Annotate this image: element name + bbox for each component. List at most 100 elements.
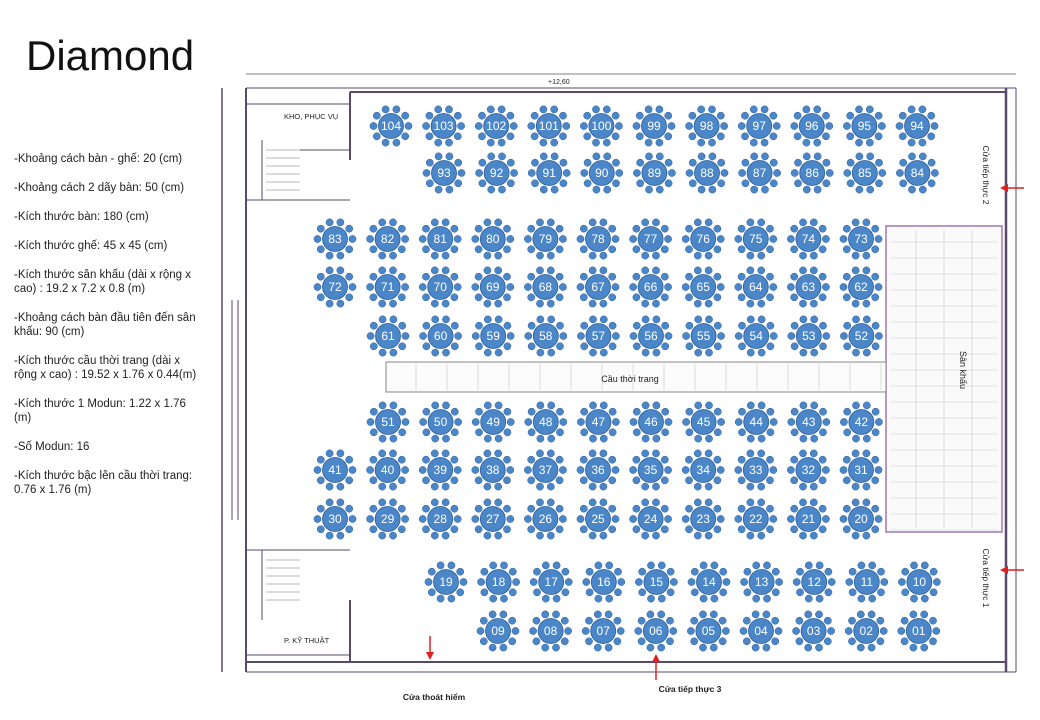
- service-door-2-label: Cửa tiếp thực 2: [981, 145, 991, 204]
- chair: [593, 610, 602, 619]
- chair: [389, 315, 398, 324]
- chair: [508, 567, 517, 576]
- chair: [862, 299, 871, 308]
- chair: [488, 610, 497, 619]
- chair: [378, 531, 387, 540]
- chair: [704, 531, 713, 540]
- chair: [632, 293, 641, 302]
- chair: [787, 418, 796, 426]
- chair: [599, 498, 608, 507]
- table-top: [851, 160, 878, 186]
- chair: [604, 610, 613, 619]
- chair: [559, 235, 567, 243]
- chair: [369, 342, 378, 351]
- table-top: [479, 274, 506, 300]
- chair: [809, 482, 818, 491]
- table-number: 49: [487, 415, 501, 429]
- chair: [819, 428, 827, 437]
- chair: [657, 594, 666, 603]
- chair: [799, 218, 807, 227]
- chair: [546, 299, 555, 308]
- chair: [822, 132, 830, 141]
- chair: [560, 637, 569, 646]
- chair: [792, 578, 801, 586]
- chair: [497, 138, 506, 147]
- chair: [769, 332, 778, 340]
- chair: [652, 266, 660, 275]
- chair: [690, 616, 699, 625]
- table-57: 57: [577, 315, 620, 357]
- chair: [613, 616, 622, 625]
- chair: [594, 561, 603, 570]
- chair: [389, 266, 397, 275]
- chair: [459, 578, 468, 586]
- chair: [580, 169, 589, 177]
- chair: [599, 531, 608, 540]
- chair: [632, 525, 641, 534]
- chair: [555, 245, 564, 254]
- table-number: 94: [910, 119, 924, 133]
- chair: [929, 616, 937, 625]
- table-number: 04: [754, 624, 768, 638]
- chair: [629, 332, 638, 340]
- chair: [652, 449, 660, 458]
- chair: [746, 218, 755, 227]
- table-number: 82: [381, 232, 395, 246]
- table-top: [746, 113, 773, 139]
- table-45: 45: [682, 401, 725, 443]
- table-05: 05: [687, 610, 730, 652]
- table-number: 38: [486, 463, 500, 477]
- table-92: 92: [475, 152, 518, 194]
- chair: [666, 637, 674, 646]
- chair: [822, 332, 831, 340]
- chair: [527, 169, 536, 177]
- chair: [862, 401, 871, 410]
- chair: [909, 610, 918, 619]
- table-39: 39: [418, 449, 462, 491]
- chair: [422, 224, 430, 233]
- table-14: 14: [687, 561, 731, 603]
- chair: [489, 594, 498, 603]
- chair: [608, 293, 617, 302]
- chair: [790, 504, 799, 513]
- table-number: 102: [486, 119, 506, 133]
- chair: [580, 428, 589, 437]
- chair: [910, 561, 918, 570]
- table-top: [427, 409, 454, 435]
- chair: [875, 158, 883, 167]
- chair: [687, 627, 695, 635]
- chair: [652, 315, 661, 324]
- table-number: 36: [591, 463, 605, 477]
- chair: [442, 348, 450, 357]
- chair: [582, 578, 591, 586]
- chair: [685, 476, 693, 485]
- chair: [738, 428, 746, 437]
- chair: [790, 476, 799, 485]
- chair: [895, 122, 904, 130]
- chair: [846, 179, 855, 188]
- chair: [425, 179, 434, 188]
- chair: [871, 245, 880, 254]
- table-59: 59: [471, 315, 515, 357]
- chair: [862, 482, 871, 491]
- table-top: [642, 618, 669, 644]
- chair: [450, 321, 459, 330]
- chair: [599, 482, 608, 491]
- chair: [486, 105, 495, 114]
- chair: [775, 578, 783, 586]
- chair: [705, 401, 713, 410]
- table-top: [535, 113, 562, 139]
- table-number: 79: [539, 232, 553, 246]
- chair: [588, 482, 597, 491]
- chair: [603, 152, 612, 161]
- chair: [345, 272, 354, 281]
- table-top: [641, 113, 667, 139]
- chair: [527, 407, 536, 416]
- table-22: 22: [734, 498, 778, 540]
- chair: [899, 179, 908, 188]
- chair: [685, 407, 694, 416]
- chair: [757, 401, 766, 410]
- chair: [436, 594, 445, 603]
- chair: [419, 418, 427, 426]
- table-46: 46: [629, 401, 673, 443]
